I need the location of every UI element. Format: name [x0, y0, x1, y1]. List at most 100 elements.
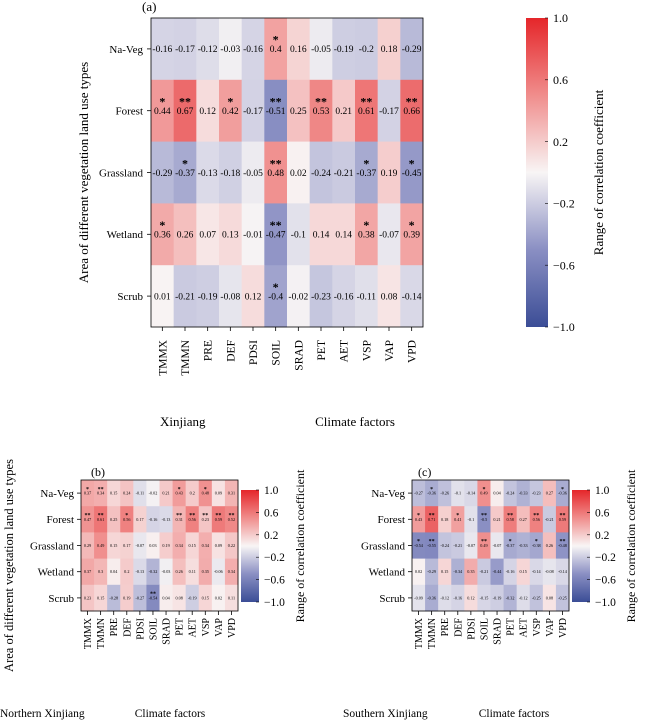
- heatmap-cell: [151, 265, 175, 328]
- cell-value-label: 0.71: [428, 517, 435, 522]
- x-tick-label: SOIL: [271, 340, 283, 366]
- x-tick-label: VSP: [201, 618, 212, 637]
- heatmap-cell: [529, 558, 544, 586]
- heatmap-cell: [159, 532, 173, 559]
- significance-marker: *: [227, 94, 233, 108]
- heatmap-cell: [211, 558, 226, 586]
- heatmap-cell: [224, 558, 239, 586]
- heatmap-cell: [211, 480, 226, 507]
- heatmap-cell: [355, 203, 379, 266]
- cell-value-label: -0.21: [545, 517, 554, 522]
- heatmap-cell: [412, 584, 426, 612]
- heatmap-cell: [172, 506, 187, 533]
- significance-marker: **: [270, 94, 282, 108]
- cell-value-label: 0.17: [136, 517, 143, 522]
- heatmap-cell: [107, 480, 121, 507]
- heatmap-cell: [438, 584, 452, 612]
- significance-marker: *: [125, 513, 128, 519]
- x-tick-label: PRE: [109, 618, 120, 636]
- heatmap-cell: [425, 532, 439, 559]
- x-tick-label: TMMN: [96, 618, 107, 649]
- heatmap-cell: [120, 532, 134, 559]
- colorbar-tick-label: 1.0: [553, 11, 568, 25]
- colorbar-tick-label: 0.2: [595, 530, 610, 542]
- cell-value-label: 0.29: [84, 543, 91, 548]
- cell-value-label: -0.23: [532, 491, 541, 496]
- cell-value-label: -0.19: [198, 292, 218, 302]
- heatmap-cell: [516, 532, 531, 559]
- cell-value-label: -0.13: [136, 569, 145, 574]
- heatmap-cell: [438, 506, 452, 533]
- heatmap-cell: [332, 18, 356, 81]
- cell-value-label: 0.03: [149, 543, 156, 548]
- cell-value-label: -0.5: [481, 517, 488, 522]
- cell-value-label: -0.55: [427, 543, 436, 548]
- cell-value-label: -0.29: [152, 169, 172, 179]
- heatmap-cell: [309, 141, 333, 204]
- heatmap-cell: [94, 558, 108, 586]
- cell-value-label: 0.37: [84, 491, 91, 496]
- heatmap-cell: [516, 584, 531, 612]
- cell-value-label: 0.22: [228, 543, 235, 548]
- significance-marker: *: [509, 539, 512, 545]
- x-tick-label: VPD: [558, 618, 569, 638]
- cell-value-label: 0.04: [493, 491, 501, 496]
- cell-value-label: 0.23: [202, 517, 209, 522]
- y-tick-label: Forest: [378, 514, 406, 526]
- heatmap-cell: [185, 584, 200, 612]
- cell-value-label: -0.37: [175, 169, 195, 179]
- heatmap-cell: [309, 18, 333, 81]
- cell-value-label: -0.16: [243, 45, 263, 55]
- heatmap-cell: [555, 480, 570, 507]
- colorbar-tick-label: 0.6: [264, 507, 279, 519]
- heatmap-cell: [81, 532, 95, 559]
- heatmap-cell: [173, 203, 197, 266]
- heatmap-cell: [146, 558, 160, 586]
- significance-marker: *: [430, 487, 433, 493]
- y-tick-label: Scrub: [117, 291, 143, 303]
- significance-marker: **: [189, 513, 195, 519]
- heatmap-cell: [555, 532, 570, 559]
- heatmap-cell: [173, 141, 197, 204]
- heatmap-cell: [287, 79, 311, 142]
- cell-value-label: -0.2: [359, 45, 374, 55]
- cell-value-label: -0.02: [149, 491, 158, 496]
- cell-value-label: 0.12: [245, 292, 262, 302]
- heatmap-cell: [219, 203, 243, 266]
- heatmap-cell: [425, 558, 439, 586]
- y-tick-label: Forest: [47, 514, 75, 526]
- significance-marker: *: [482, 487, 485, 493]
- heatmap-cell: [287, 265, 311, 328]
- cell-value-label: -0.14: [558, 569, 568, 574]
- heatmap-cell: [133, 584, 147, 612]
- cell-value-label: 0.07: [199, 231, 216, 241]
- heatmap-panel-a: -0.16 -0.17 -0.12 -0.03 -0.16 0.4*0.16 -0.05 -0…: [76, 0, 606, 429]
- cell-value-label: 0.08: [381, 292, 398, 302]
- heatmap-cell: [264, 141, 288, 204]
- x-tick-label: TMMN: [180, 339, 192, 375]
- heatmap-cell: [400, 18, 424, 81]
- cell-value-label: 0.19: [162, 543, 169, 548]
- significance-marker: *: [409, 156, 415, 170]
- heatmap-cell: [412, 532, 426, 559]
- cell-value-label: 0.25: [110, 517, 117, 522]
- region-label: Southern Xinjiang: [343, 708, 428, 720]
- heatmap-cell: [264, 79, 288, 142]
- x-tick-label: VSP: [361, 340, 373, 361]
- cell-value-label: -0.07: [493, 543, 502, 548]
- heatmap-cell: [332, 203, 356, 266]
- cell-value-label: -0.33: [519, 543, 528, 548]
- colorbar-title: Range of correlation coefficient: [293, 469, 307, 622]
- heatmap-cell: [198, 480, 213, 507]
- cell-value-label: 0.24: [123, 491, 131, 496]
- x-tick-label: VAP: [214, 618, 225, 637]
- cell-value-label: 0.53: [313, 107, 330, 117]
- cell-value-label: -0.21: [480, 569, 489, 574]
- colorbar-tick-label: −1.0: [553, 320, 575, 334]
- cell-value-label: 0.34: [97, 491, 105, 496]
- cell-value-label: -0.17: [243, 107, 263, 117]
- significance-marker: **: [98, 487, 104, 493]
- heatmap-cell: [529, 506, 544, 533]
- heatmap-cell: [196, 18, 220, 81]
- heatmap-cell: [120, 480, 134, 507]
